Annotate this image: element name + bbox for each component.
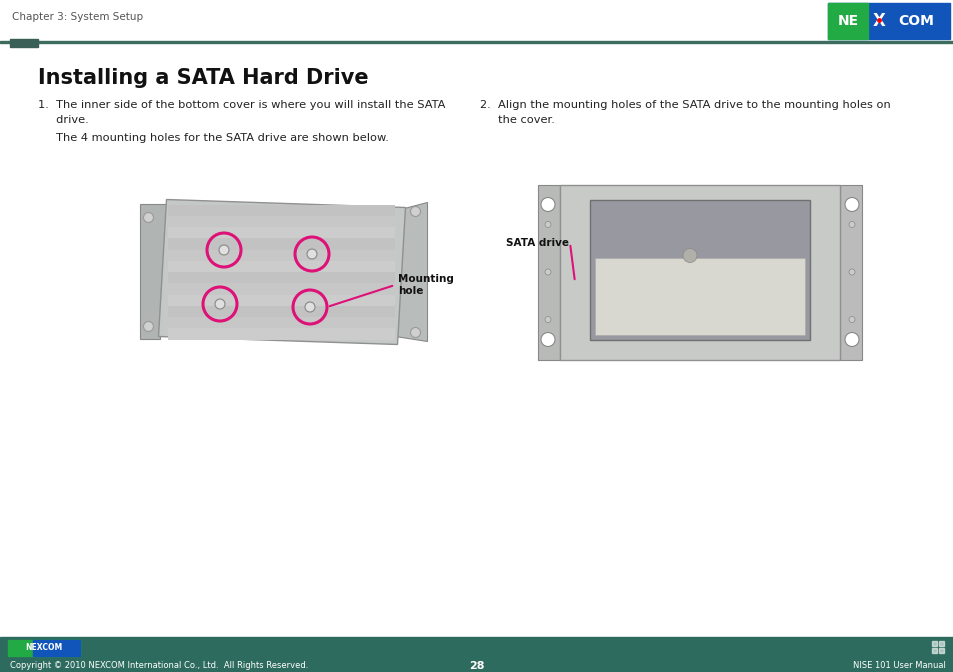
Circle shape xyxy=(844,333,858,347)
Circle shape xyxy=(848,317,854,323)
Circle shape xyxy=(307,249,316,259)
Circle shape xyxy=(844,198,858,212)
Text: Mounting
hole: Mounting hole xyxy=(397,274,454,296)
Circle shape xyxy=(540,333,555,347)
Text: X: X xyxy=(872,12,884,30)
Circle shape xyxy=(544,222,551,228)
Circle shape xyxy=(848,269,854,275)
Bar xyxy=(0,41,953,43)
Circle shape xyxy=(540,198,555,212)
Bar xyxy=(827,3,949,39)
Bar xyxy=(169,216,395,227)
Circle shape xyxy=(219,245,229,255)
Text: 1.  The inner side of the bottom cover is where you will install the SATA
     d: 1. The inner side of the bottom cover is… xyxy=(38,100,445,125)
Circle shape xyxy=(143,212,153,222)
Bar xyxy=(169,261,395,272)
Bar xyxy=(169,284,395,294)
Text: NISE 101 User Manual: NISE 101 User Manual xyxy=(852,661,945,671)
Circle shape xyxy=(143,321,153,331)
Bar xyxy=(840,185,862,360)
Bar xyxy=(169,227,395,239)
Bar xyxy=(827,3,867,39)
Bar xyxy=(589,200,809,339)
Bar xyxy=(931,648,936,653)
Bar xyxy=(10,39,38,47)
Text: COM: COM xyxy=(897,14,933,28)
Bar xyxy=(537,185,559,360)
Bar xyxy=(169,306,395,317)
Bar xyxy=(0,637,953,672)
Circle shape xyxy=(305,302,314,312)
Bar xyxy=(169,328,395,339)
Bar xyxy=(938,648,943,653)
Bar xyxy=(33,640,80,656)
Bar xyxy=(559,185,840,360)
Circle shape xyxy=(410,206,420,216)
Circle shape xyxy=(410,327,420,337)
Text: 28: 28 xyxy=(469,661,484,671)
Bar xyxy=(169,317,395,328)
Polygon shape xyxy=(158,200,405,345)
Circle shape xyxy=(544,269,551,275)
Bar xyxy=(169,204,395,216)
Circle shape xyxy=(848,222,854,228)
Bar xyxy=(169,294,395,306)
Bar xyxy=(169,272,395,284)
Text: NEXCOM: NEXCOM xyxy=(26,644,63,653)
Bar xyxy=(8,640,80,656)
Bar xyxy=(169,249,395,261)
Circle shape xyxy=(214,299,225,309)
Bar xyxy=(931,641,936,646)
Circle shape xyxy=(682,249,697,263)
Text: Copyright © 2010 NEXCOM International Co., Ltd.  All Rights Reserved.: Copyright © 2010 NEXCOM International Co… xyxy=(10,661,308,671)
Text: Installing a SATA Hard Drive: Installing a SATA Hard Drive xyxy=(38,68,368,88)
Text: 2.  Align the mounting holes of the SATA drive to the mounting holes on
     the: 2. Align the mounting holes of the SATA … xyxy=(479,100,890,125)
Text: SATA drive: SATA drive xyxy=(505,238,568,248)
Circle shape xyxy=(544,317,551,323)
Text: NE: NE xyxy=(837,14,858,28)
Polygon shape xyxy=(140,204,169,339)
Bar xyxy=(938,641,943,646)
Text: The 4 mounting holes for the SATA drive are shown below.: The 4 mounting holes for the SATA drive … xyxy=(38,133,389,143)
Polygon shape xyxy=(395,202,427,341)
Bar xyxy=(169,239,395,249)
Bar xyxy=(595,257,804,335)
Text: Chapter 3: System Setup: Chapter 3: System Setup xyxy=(12,12,143,22)
